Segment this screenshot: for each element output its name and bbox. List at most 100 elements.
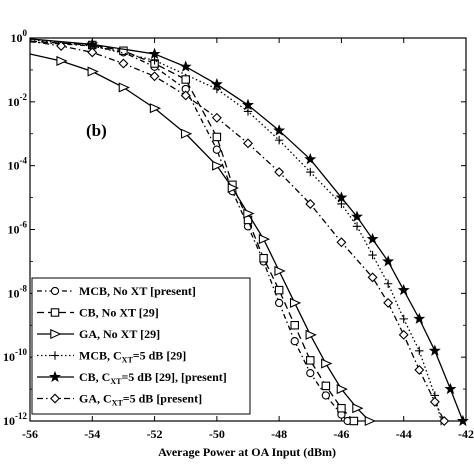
data-point <box>179 60 192 72</box>
y-tick-label: 10-10 <box>3 347 27 364</box>
data-point <box>149 103 162 114</box>
x-tick-label: -46 <box>333 427 349 441</box>
series-3 <box>29 53 377 427</box>
data-point <box>274 135 284 145</box>
data-point <box>399 314 408 324</box>
legend-entry: CB, No XT [29] <box>37 306 159 320</box>
data-point <box>352 222 362 231</box>
y-tick-label: 10-8 <box>8 283 28 300</box>
legend-box <box>31 277 251 415</box>
data-point <box>289 297 302 308</box>
data-point <box>305 198 316 209</box>
data-point <box>337 403 346 413</box>
y-tick-label: 10-6 <box>8 220 28 237</box>
data-point <box>382 255 395 267</box>
data-point <box>274 298 284 308</box>
data-point <box>56 55 68 67</box>
data-point <box>368 250 377 260</box>
data-point <box>366 232 379 245</box>
legend-marker <box>50 328 62 340</box>
data-point <box>119 46 128 56</box>
data-point <box>210 78 223 90</box>
legend-label: CB, No XT [29] <box>79 306 159 320</box>
data-point <box>86 38 99 50</box>
y-tick-label: 10-2 <box>8 92 28 109</box>
data-point <box>306 368 315 378</box>
data-point <box>243 107 253 116</box>
series-5 <box>29 38 469 427</box>
panel-label: (b) <box>86 121 107 140</box>
data-point <box>56 41 67 51</box>
data-point <box>336 384 348 395</box>
legend-entry: MCB, CXT=5 dB [29] <box>37 349 186 365</box>
x-tick-label: -42 <box>458 427 474 441</box>
data-point <box>181 75 190 84</box>
data-point <box>439 416 450 426</box>
legend-entry: GA, No XT [29] <box>37 327 160 341</box>
legend-label: MCB, CXT=5 dB [29] <box>79 349 186 365</box>
data-point <box>321 381 331 391</box>
data-point <box>364 415 377 427</box>
data-point <box>304 153 317 165</box>
legend-marker <box>50 393 60 404</box>
legend-marker <box>50 286 60 296</box>
data-point <box>305 329 317 340</box>
series-6 <box>29 40 450 426</box>
data-point <box>290 320 299 330</box>
legend: MCB, No XT [present] CB, No XT [29] GA, No… <box>31 277 251 415</box>
legend-marker <box>49 370 61 383</box>
data-point <box>306 356 315 365</box>
data-point <box>87 47 98 58</box>
legend-label: MCB, No XT [present] <box>79 284 196 298</box>
legend-marker <box>50 351 60 360</box>
data-point <box>274 167 285 178</box>
data-point <box>243 208 255 219</box>
data-point <box>274 265 286 277</box>
data-point <box>290 337 299 346</box>
data-point <box>456 414 469 427</box>
data-point <box>352 403 364 414</box>
data-point <box>242 98 254 111</box>
data-point <box>259 253 268 263</box>
series-lines <box>29 38 469 427</box>
y-tick-label: 10-12 <box>3 411 27 428</box>
x-tick-label: -54 <box>84 427 100 441</box>
data-point <box>415 346 424 355</box>
data-point <box>398 329 409 340</box>
data-point <box>321 358 333 369</box>
data-point <box>397 283 410 296</box>
data-point <box>383 279 393 288</box>
legend-label: GA, No XT [29] <box>79 327 160 341</box>
x-tick-label: -56 <box>22 427 38 441</box>
data-point <box>118 82 130 93</box>
data-point <box>180 128 193 139</box>
data-point <box>87 66 99 77</box>
data-point <box>258 234 271 245</box>
data-point <box>212 145 222 154</box>
data-point <box>180 90 191 101</box>
data-point <box>414 364 425 375</box>
legend-marker <box>50 308 60 317</box>
axes: -56 -54 -52 -50 -48 -46 -44 -42 100 10-2 10-4 10-6 1… <box>3 28 474 441</box>
legend-entry: MCB, No XT [present] <box>37 284 196 298</box>
x-tick-label: -44 <box>396 427 412 441</box>
data-point <box>336 237 347 248</box>
data-point <box>351 210 363 222</box>
data-point <box>150 56 159 65</box>
x-axis-title: Average Power at OA Input (dBm) <box>158 445 336 459</box>
legend-entry: GA, CXT=5 dB [present] <box>37 392 202 408</box>
y-tick-label: 100 <box>11 28 28 45</box>
data-point <box>227 182 239 194</box>
legend-label: CB, CXT=5 dB [29], [present] <box>79 370 227 386</box>
x-tick-label: -48 <box>271 427 287 441</box>
x-tick-label: -50 <box>209 427 225 441</box>
data-point <box>367 272 378 283</box>
data-point <box>321 391 331 400</box>
data-point <box>149 71 160 82</box>
data-point <box>349 416 359 426</box>
data-point <box>428 344 441 356</box>
data-point <box>212 132 222 142</box>
data-point <box>444 382 457 395</box>
data-point <box>335 191 348 203</box>
